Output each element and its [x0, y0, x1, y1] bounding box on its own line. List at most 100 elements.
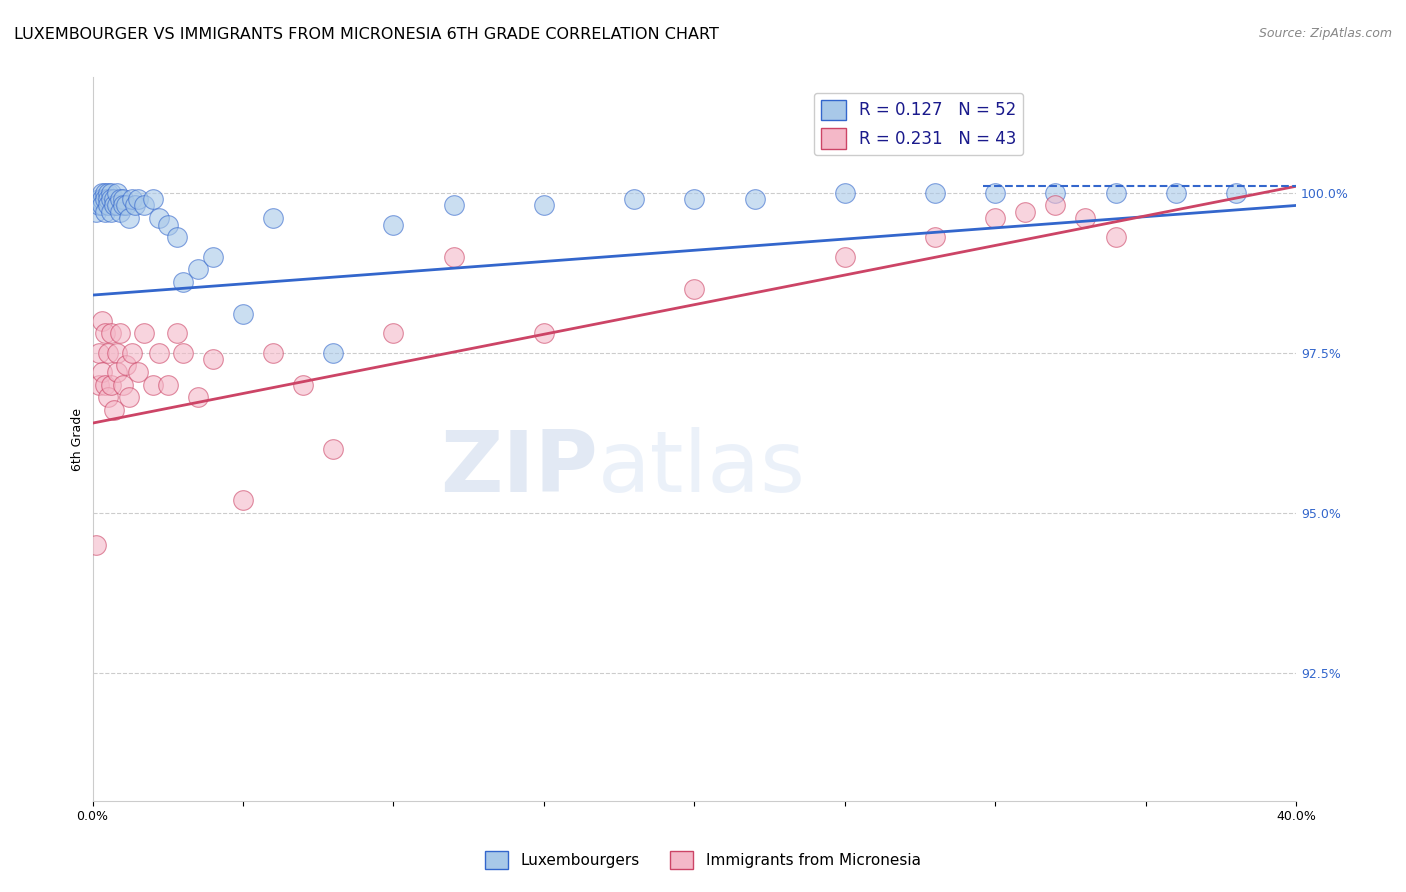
Point — [108, 192, 131, 206]
Point — [121, 192, 143, 206]
Legend: Luxembourgers, Immigrants from Micronesia: Luxembourgers, Immigrants from Micronesi… — [479, 845, 927, 875]
Point — [100, 377, 122, 392]
Point — [232, 492, 254, 507]
Point — [105, 198, 128, 212]
Point — [166, 326, 188, 341]
Point — [127, 192, 149, 206]
Text: ZIP: ZIP — [440, 426, 598, 509]
Point — [1014, 205, 1036, 219]
Point — [105, 365, 128, 379]
Point — [292, 377, 315, 392]
Point — [124, 198, 146, 212]
Point — [111, 377, 134, 392]
Point — [118, 391, 141, 405]
Point — [443, 198, 465, 212]
Point — [105, 345, 128, 359]
Point — [443, 250, 465, 264]
Point — [84, 538, 107, 552]
Point — [984, 211, 1007, 226]
Point — [984, 186, 1007, 200]
Point — [142, 192, 165, 206]
Point — [93, 377, 115, 392]
Point — [924, 186, 946, 200]
Text: LUXEMBOURGER VS IMMIGRANTS FROM MICRONESIA 6TH GRADE CORRELATION CHART: LUXEMBOURGER VS IMMIGRANTS FROM MICRONES… — [14, 27, 718, 42]
Point — [148, 345, 170, 359]
Point — [114, 359, 136, 373]
Point — [103, 403, 125, 417]
Point — [103, 192, 125, 206]
Point — [105, 186, 128, 200]
Point — [187, 391, 209, 405]
Point — [262, 211, 284, 226]
Point — [100, 186, 122, 200]
Point — [90, 365, 112, 379]
Point — [90, 186, 112, 200]
Y-axis label: 6th Grade: 6th Grade — [72, 408, 84, 471]
Point — [90, 192, 112, 206]
Point — [924, 230, 946, 244]
Point — [97, 198, 120, 212]
Point — [834, 186, 856, 200]
Text: Source: ZipAtlas.com: Source: ZipAtlas.com — [1258, 27, 1392, 40]
Point — [100, 326, 122, 341]
Point — [834, 250, 856, 264]
Point — [111, 192, 134, 206]
Point — [744, 192, 766, 206]
Point — [156, 218, 179, 232]
Point — [87, 192, 110, 206]
Point — [97, 345, 120, 359]
Point — [533, 326, 555, 341]
Point — [166, 230, 188, 244]
Point — [97, 192, 120, 206]
Point — [172, 275, 194, 289]
Point — [118, 211, 141, 226]
Point — [1074, 211, 1097, 226]
Point — [127, 365, 149, 379]
Point — [683, 282, 706, 296]
Point — [1225, 186, 1247, 200]
Point — [90, 314, 112, 328]
Point — [132, 326, 155, 341]
Text: atlas: atlas — [598, 426, 806, 509]
Point — [623, 192, 645, 206]
Point — [148, 211, 170, 226]
Point — [108, 205, 131, 219]
Point — [1045, 198, 1067, 212]
Point — [156, 377, 179, 392]
Point — [103, 198, 125, 212]
Point — [683, 192, 706, 206]
Point — [187, 262, 209, 277]
Point — [1104, 186, 1126, 200]
Point — [90, 198, 112, 212]
Point — [132, 198, 155, 212]
Point — [142, 377, 165, 392]
Point — [93, 205, 115, 219]
Point — [1104, 230, 1126, 244]
Point — [93, 192, 115, 206]
Point — [1164, 186, 1187, 200]
Point — [97, 186, 120, 200]
Point — [97, 391, 120, 405]
Point — [262, 345, 284, 359]
Point — [114, 198, 136, 212]
Point — [322, 442, 344, 456]
Point — [382, 326, 405, 341]
Point — [322, 345, 344, 359]
Point — [1045, 186, 1067, 200]
Point — [172, 345, 194, 359]
Point — [84, 205, 107, 219]
Point — [93, 186, 115, 200]
Point — [382, 218, 405, 232]
Legend: R = 0.127   N = 52, R = 0.231   N = 43: R = 0.127 N = 52, R = 0.231 N = 43 — [814, 93, 1024, 155]
Point — [87, 198, 110, 212]
Point — [87, 377, 110, 392]
Point — [533, 198, 555, 212]
Point — [201, 352, 224, 367]
Point — [111, 198, 134, 212]
Point — [108, 326, 131, 341]
Point — [100, 205, 122, 219]
Point — [93, 326, 115, 341]
Point — [232, 307, 254, 321]
Point — [121, 345, 143, 359]
Point — [87, 345, 110, 359]
